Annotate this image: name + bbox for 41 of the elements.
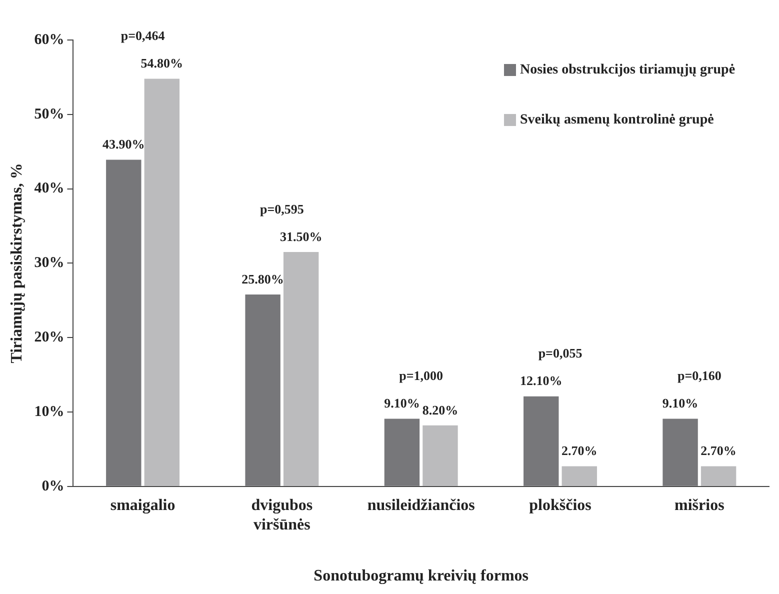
annotation: p=0,160: [677, 368, 722, 384]
annotation: p=1,000: [399, 368, 444, 384]
y-axis-title: Tiriamųjų pasiskirstymas, %: [8, 163, 26, 364]
data-label: 54.80%: [140, 56, 184, 71]
y-tick-label: 50%: [34, 106, 64, 122]
data-label: 8.20%: [422, 402, 458, 418]
annotation: p=0,595: [260, 201, 304, 216]
bar: [283, 252, 319, 486]
bar: [384, 418, 420, 486]
x-tick-label: nusileidžiančios: [367, 497, 475, 514]
data-label: 25.80%: [242, 271, 284, 286]
annotation: p=0,464: [120, 28, 166, 44]
data-label: 31.50%: [280, 228, 322, 244]
y-tick-label: 40%: [34, 180, 64, 197]
x-axis-title: Sonotubogramų kreivių formos: [314, 568, 529, 585]
x-tick-label: smaigalio: [110, 497, 176, 514]
bar: [245, 294, 280, 486]
bar: [106, 160, 142, 486]
data-label: 9.10%: [384, 396, 420, 411]
data-label: 43.90%: [102, 136, 145, 152]
bar: [562, 466, 597, 486]
x-tick-label: dvigubos viršūnės: [251, 497, 313, 534]
x-tick-label: mišrios: [674, 497, 724, 514]
y-tick-label: 20%: [34, 329, 64, 346]
y-tick-label: 10%: [34, 404, 64, 420]
data-label: 2.70%: [562, 443, 598, 458]
legend-label: Sveikų asmenų kontrolinė grupė: [520, 112, 714, 128]
bar: [524, 396, 559, 486]
data-label: 2.70%: [700, 443, 736, 458]
bar: [700, 466, 736, 486]
data-label: 9.10%: [662, 396, 698, 411]
bar: [662, 418, 698, 486]
annotation: p=0,055: [538, 346, 583, 361]
bar: [144, 78, 180, 486]
x-tick-label: plokščios: [529, 497, 592, 514]
bar: [422, 425, 458, 486]
y-tick-label: 60%: [34, 32, 64, 48]
y-tick-label: 0%: [42, 478, 64, 494]
y-tick-label: 30%: [34, 255, 64, 272]
legend-label: Nosies obstrukcijos tiriamųjų grupė: [520, 62, 736, 78]
data-label: 12.10%: [520, 373, 562, 388]
